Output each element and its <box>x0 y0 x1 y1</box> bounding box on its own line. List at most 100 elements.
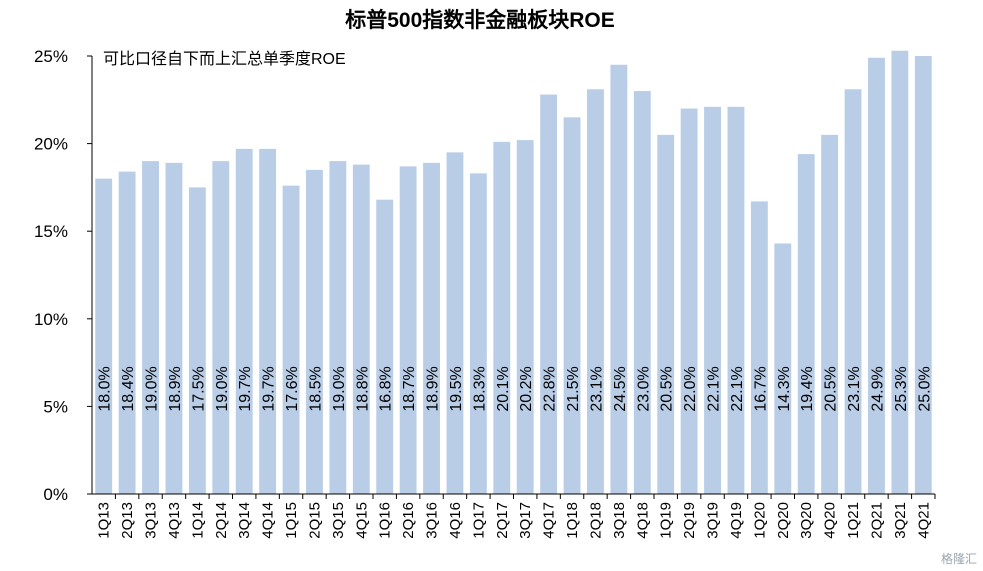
data-label: 18.9% <box>425 366 442 411</box>
data-label: 18.0% <box>97 366 114 411</box>
x-tick-label: 3Q18 <box>611 502 628 539</box>
data-label: 23.1% <box>846 366 863 411</box>
x-tick-label: 2Q13 <box>119 502 136 539</box>
bar <box>891 50 909 495</box>
bar <box>750 201 768 494</box>
bar <box>657 134 675 494</box>
bar <box>376 199 394 494</box>
bar <box>118 171 136 494</box>
data-label: 25.0% <box>916 366 933 411</box>
x-tick-label: 1Q18 <box>564 502 581 539</box>
x-tick-label: 1Q17 <box>470 502 487 539</box>
x-axis-ticks: 1Q13 2Q13 3Q13 4Q13 1Q14 2Q14 3Q14 4Q14 1Q15 2Q15… <box>96 494 936 539</box>
x-tick-label: 1Q14 <box>189 502 206 539</box>
data-label: 14.3% <box>776 366 793 411</box>
x-tick-label: 2Q20 <box>775 502 792 539</box>
x-tick-label: 2Q17 <box>494 502 511 539</box>
data-label: 24.9% <box>869 366 886 411</box>
x-tick-label: 4Q20 <box>822 502 839 539</box>
bar <box>306 169 323 494</box>
data-label: 17.6% <box>284 366 301 411</box>
x-tick-label: 1Q13 <box>96 502 113 539</box>
data-label: 18.7% <box>401 366 418 411</box>
bar <box>844 89 862 495</box>
bar <box>142 161 159 494</box>
data-label: 20.2% <box>518 366 535 411</box>
data-label: 18.8% <box>354 366 371 411</box>
bar <box>188 187 206 494</box>
bar <box>797 154 815 494</box>
bar <box>329 161 347 494</box>
bar <box>235 148 253 494</box>
data-label: 17.5% <box>190 366 207 411</box>
chart-title: 标普500指数非金融板块ROE <box>345 8 615 32</box>
data-label: 20.5% <box>823 366 840 411</box>
x-tick-label: 4Q21 <box>915 502 932 539</box>
x-tick-label: 3Q20 <box>798 502 815 539</box>
x-tick-label: 4Q13 <box>166 502 183 539</box>
data-label: 19.0% <box>331 366 348 411</box>
data-label: 20.5% <box>659 366 676 411</box>
bar <box>493 141 511 494</box>
bar <box>610 64 628 494</box>
bar <box>282 185 300 494</box>
y-axis-ticks: 0% 5% 10% 15% 20% 25% <box>34 47 92 504</box>
data-label: 21.5% <box>565 366 582 411</box>
data-label: 22.0% <box>682 366 699 411</box>
bar <box>446 152 464 495</box>
y-tick-label: 25% <box>34 47 68 66</box>
x-tick-label: 3Q19 <box>705 502 722 539</box>
data-label: 22.1% <box>706 366 723 411</box>
x-tick-label: 3Q15 <box>330 502 347 539</box>
data-label: 22.8% <box>542 366 559 411</box>
x-tick-label: 4Q18 <box>634 502 651 539</box>
bar <box>633 91 651 494</box>
bar <box>680 108 698 494</box>
bar <box>587 89 604 495</box>
data-label: 19.0% <box>144 366 161 411</box>
data-label: 25.3% <box>893 366 910 411</box>
data-label: 19.7% <box>261 366 278 411</box>
bar <box>563 117 581 494</box>
data-label: 16.7% <box>752 366 769 411</box>
bar <box>259 148 277 494</box>
data-label: 23.0% <box>635 366 652 411</box>
y-tick-label: 10% <box>34 310 68 329</box>
data-label: 23.1% <box>588 366 605 411</box>
data-label: 19.0% <box>214 366 231 411</box>
bar <box>399 166 417 494</box>
x-tick-label: 3Q21 <box>892 502 909 539</box>
x-tick-label: 4Q17 <box>541 502 558 539</box>
data-label: 24.5% <box>612 366 629 411</box>
y-tick-label: 0% <box>43 485 68 504</box>
bar <box>212 161 230 494</box>
x-tick-label: 1Q21 <box>845 502 862 539</box>
x-tick-label: 4Q14 <box>260 502 277 539</box>
x-tick-label: 3Q13 <box>143 502 160 539</box>
data-label: 19.4% <box>799 366 816 411</box>
y-tick-label: 5% <box>43 397 68 416</box>
x-tick-label: 3Q17 <box>517 502 534 539</box>
x-tick-label: 1Q19 <box>658 502 675 539</box>
x-tick-label: 4Q16 <box>447 502 464 539</box>
data-label: 16.8% <box>378 366 395 411</box>
x-tick-label: 2Q14 <box>213 502 230 539</box>
data-label: 18.3% <box>471 366 488 411</box>
watermark: 格隆汇 <box>940 552 977 566</box>
bar <box>914 56 932 494</box>
x-tick-label: 2Q15 <box>306 502 323 539</box>
x-tick-label: 2Q16 <box>400 502 417 539</box>
x-tick-label: 1Q20 <box>751 502 768 539</box>
bars <box>95 50 932 495</box>
data-label: 19.7% <box>237 366 254 411</box>
bar <box>423 162 440 494</box>
bar <box>95 178 113 494</box>
data-label: 20.1% <box>495 366 512 411</box>
bar <box>868 57 885 494</box>
bar <box>352 164 370 494</box>
x-tick-label: 1Q16 <box>377 502 394 539</box>
x-tick-label: 3Q14 <box>236 502 253 539</box>
y-tick-label: 20% <box>34 135 68 154</box>
bar <box>821 134 839 494</box>
